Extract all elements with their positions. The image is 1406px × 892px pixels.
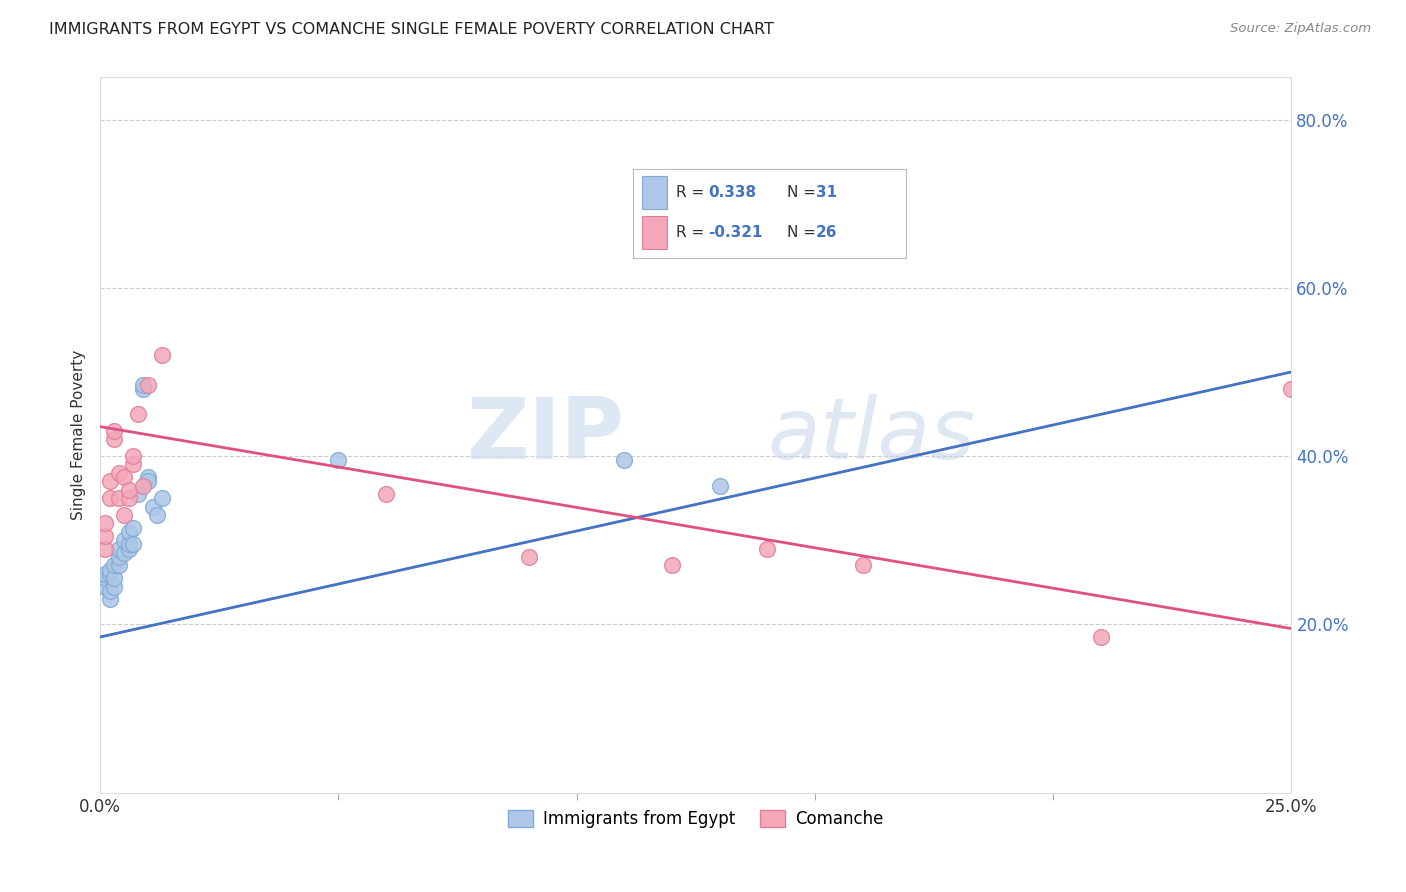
Point xyxy=(108,491,131,505)
Point xyxy=(150,491,173,505)
Bar xyxy=(641,176,668,209)
Text: R =: R = xyxy=(676,225,709,240)
Point xyxy=(112,546,135,560)
Point xyxy=(103,558,125,573)
Point xyxy=(851,558,873,573)
Text: N =: N = xyxy=(787,225,821,240)
Point xyxy=(112,508,135,522)
Point xyxy=(328,453,350,467)
Text: ZIP: ZIP xyxy=(467,393,624,476)
Point xyxy=(1090,630,1112,644)
Point xyxy=(94,571,117,585)
Text: atlas: atlas xyxy=(768,393,976,476)
Point xyxy=(98,566,121,581)
Point xyxy=(108,541,131,556)
Point xyxy=(132,377,155,392)
Point xyxy=(1281,382,1303,396)
Point xyxy=(94,541,117,556)
Point xyxy=(103,432,125,446)
Point xyxy=(122,537,145,551)
Point xyxy=(146,508,169,522)
Point xyxy=(127,407,149,421)
Point xyxy=(108,558,131,573)
Text: N =: N = xyxy=(787,185,821,200)
Point xyxy=(118,541,141,556)
Point xyxy=(122,458,145,472)
Text: 0.338: 0.338 xyxy=(709,185,756,200)
Point xyxy=(118,483,141,497)
Point xyxy=(98,592,121,607)
Legend: Immigrants from Egypt, Comanche: Immigrants from Egypt, Comanche xyxy=(502,803,890,834)
Point xyxy=(132,382,155,396)
Point xyxy=(103,424,125,438)
Bar xyxy=(641,216,668,249)
Point xyxy=(150,348,173,362)
Point xyxy=(98,563,121,577)
Point xyxy=(122,520,145,534)
Point xyxy=(118,537,141,551)
Point xyxy=(98,583,121,598)
Point xyxy=(375,487,398,501)
Point xyxy=(94,566,117,581)
Point xyxy=(136,377,159,392)
Point xyxy=(118,524,141,539)
Point xyxy=(661,558,683,573)
Point xyxy=(103,571,125,585)
Point xyxy=(118,491,141,505)
Point xyxy=(122,449,145,463)
Point xyxy=(94,529,117,543)
Text: R =: R = xyxy=(676,185,709,200)
Text: 31: 31 xyxy=(815,185,837,200)
Point xyxy=(127,487,149,501)
Point xyxy=(136,475,159,489)
Point xyxy=(94,516,117,531)
Point xyxy=(517,550,540,565)
Point xyxy=(756,541,779,556)
Point xyxy=(98,491,121,505)
Point xyxy=(141,500,163,514)
Point xyxy=(108,550,131,565)
Point xyxy=(709,478,731,492)
Point xyxy=(112,470,135,484)
Point xyxy=(103,580,125,594)
Y-axis label: Single Female Poverty: Single Female Poverty xyxy=(72,350,86,520)
Text: IMMIGRANTS FROM EGYPT VS COMANCHE SINGLE FEMALE POVERTY CORRELATION CHART: IMMIGRANTS FROM EGYPT VS COMANCHE SINGLE… xyxy=(49,22,775,37)
Text: Source: ZipAtlas.com: Source: ZipAtlas.com xyxy=(1230,22,1371,36)
Point xyxy=(98,475,121,489)
Point xyxy=(136,470,159,484)
Point xyxy=(94,580,117,594)
Text: 26: 26 xyxy=(815,225,838,240)
Point xyxy=(613,453,636,467)
Point xyxy=(108,466,131,480)
Text: -0.321: -0.321 xyxy=(709,225,763,240)
Point xyxy=(132,478,155,492)
Point xyxy=(112,533,135,548)
